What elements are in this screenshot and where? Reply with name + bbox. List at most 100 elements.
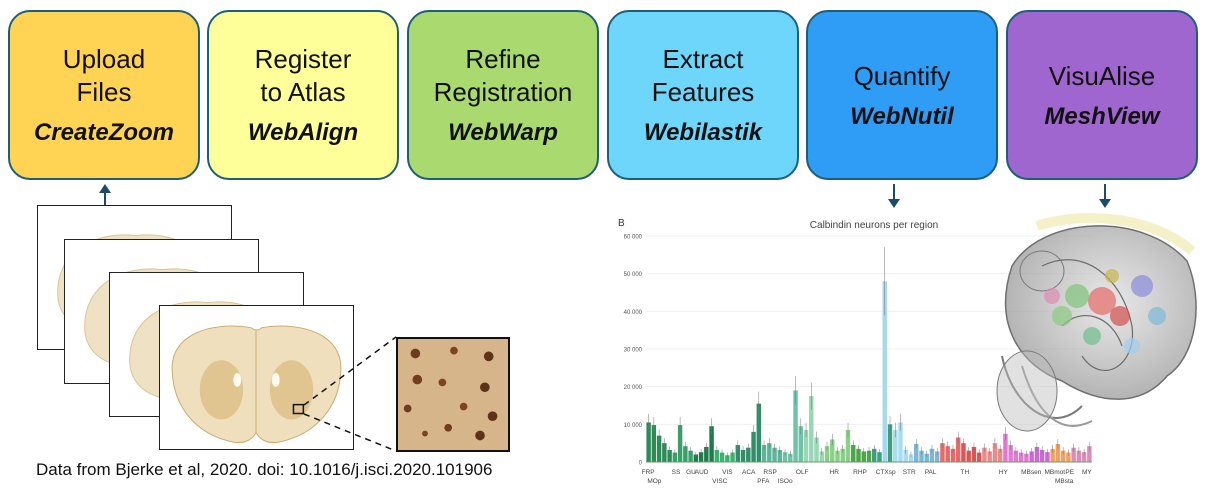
bar	[955, 437, 961, 462]
bar	[914, 443, 919, 462]
step-title: Refine Registration	[433, 44, 573, 107]
step-upload-files[interactable]: Upload Files CreateZoom	[8, 10, 200, 180]
step-title: Register to Atlas	[254, 44, 352, 107]
bar	[1076, 450, 1082, 462]
bar	[1050, 448, 1055, 462]
region-label: VISC	[712, 478, 727, 485]
region-label: PE	[1065, 469, 1074, 476]
bar	[940, 443, 945, 462]
bar	[866, 450, 872, 462]
bar	[1066, 452, 1071, 462]
step-quantify[interactable]: Quantify WebNutil	[806, 10, 998, 180]
bar	[819, 451, 824, 462]
step-tool: WebNutil	[850, 102, 954, 130]
arrow-up-icon	[99, 184, 111, 206]
bar	[1018, 452, 1024, 462]
region-label: AUD	[695, 469, 709, 476]
region-label: HY	[999, 469, 1009, 476]
bar	[1060, 450, 1066, 462]
bar	[798, 426, 804, 462]
citation-caption: Data from Bjerke et al, 2020. doi: 10.10…	[36, 460, 493, 479]
region-label: TH	[961, 469, 970, 476]
bar	[934, 451, 940, 462]
bar	[976, 452, 982, 462]
bar	[777, 449, 783, 462]
bar	[735, 445, 741, 462]
bar	[950, 448, 956, 462]
bar	[646, 422, 651, 462]
step-extract-features[interactable]: Extract Features Webilastik	[607, 10, 799, 180]
bar	[709, 426, 714, 462]
region-label: RHP	[853, 469, 867, 476]
region-label: CTXsp	[876, 469, 896, 476]
region-label: MBmot	[1044, 469, 1065, 476]
region-label: MBsta	[1055, 478, 1074, 485]
bar	[1008, 445, 1013, 462]
bar	[1029, 451, 1034, 462]
bar	[966, 450, 971, 462]
bar	[893, 429, 898, 462]
bar	[1045, 452, 1050, 462]
y-tick-label: 60 000	[624, 235, 643, 241]
bar	[1071, 447, 1076, 462]
bar	[740, 449, 746, 462]
bar	[1039, 449, 1045, 462]
bar	[809, 396, 814, 462]
bar	[688, 450, 693, 462]
region-label: MY	[1082, 469, 1092, 476]
bar	[835, 450, 840, 462]
bar	[662, 443, 667, 462]
bar	[845, 429, 851, 462]
region-label: ACA	[742, 469, 756, 476]
region-label: VIS	[722, 469, 733, 476]
bar	[903, 449, 908, 462]
step-visualise[interactable]: VisuAlise MeshView	[1006, 10, 1198, 180]
bar	[840, 448, 845, 462]
bar	[1087, 446, 1092, 462]
bar	[719, 452, 725, 462]
bar	[746, 447, 751, 462]
bar	[887, 424, 893, 462]
bar	[872, 448, 877, 462]
step-tool: WebAlign	[247, 119, 359, 146]
region-label: FRP	[642, 469, 655, 476]
step-title: VisuAlise	[1048, 60, 1156, 91]
step-title: Quantify	[853, 60, 951, 91]
bar	[814, 437, 819, 462]
step-register-to-atlas[interactable]: Register to Atlas WebAlign	[207, 10, 399, 180]
step-title: Extract Features	[651, 44, 755, 107]
brain-section-image	[159, 305, 354, 450]
bar	[882, 281, 887, 462]
bar	[987, 451, 992, 462]
bar	[656, 435, 662, 462]
zoom-inset-image	[396, 337, 510, 452]
bar	[898, 422, 903, 462]
region-label: PAL	[925, 469, 937, 476]
bar	[861, 451, 866, 462]
calbindin-bar-chart: B Calbindin neurons per region 0 10 000 20…	[618, 218, 1092, 485]
y-tick-label: 10 000	[624, 423, 643, 429]
bar	[992, 443, 998, 462]
bar	[919, 450, 924, 462]
step-tool: Webilastik	[643, 119, 763, 146]
bar	[803, 429, 809, 462]
bar	[751, 431, 756, 462]
bar	[945, 446, 950, 462]
region-label: ISOo	[778, 478, 793, 485]
arrow-down-icon	[1099, 184, 1111, 208]
bar	[793, 390, 798, 462]
step-title: Upload Files	[62, 44, 146, 107]
bar	[971, 446, 977, 462]
bar	[788, 453, 793, 462]
bar	[824, 446, 830, 462]
step-tool: WebWarp	[448, 119, 558, 146]
bar	[651, 425, 657, 462]
bar	[667, 449, 672, 462]
bar	[1034, 446, 1040, 462]
y-tick-label: 50 000	[624, 272, 643, 278]
step-refine-registration[interactable]: Refine Registration WebWarp	[407, 10, 599, 180]
bar	[1024, 453, 1029, 462]
arrow-down-icon	[888, 184, 900, 208]
bar	[1013, 450, 1019, 462]
bar	[677, 425, 683, 462]
